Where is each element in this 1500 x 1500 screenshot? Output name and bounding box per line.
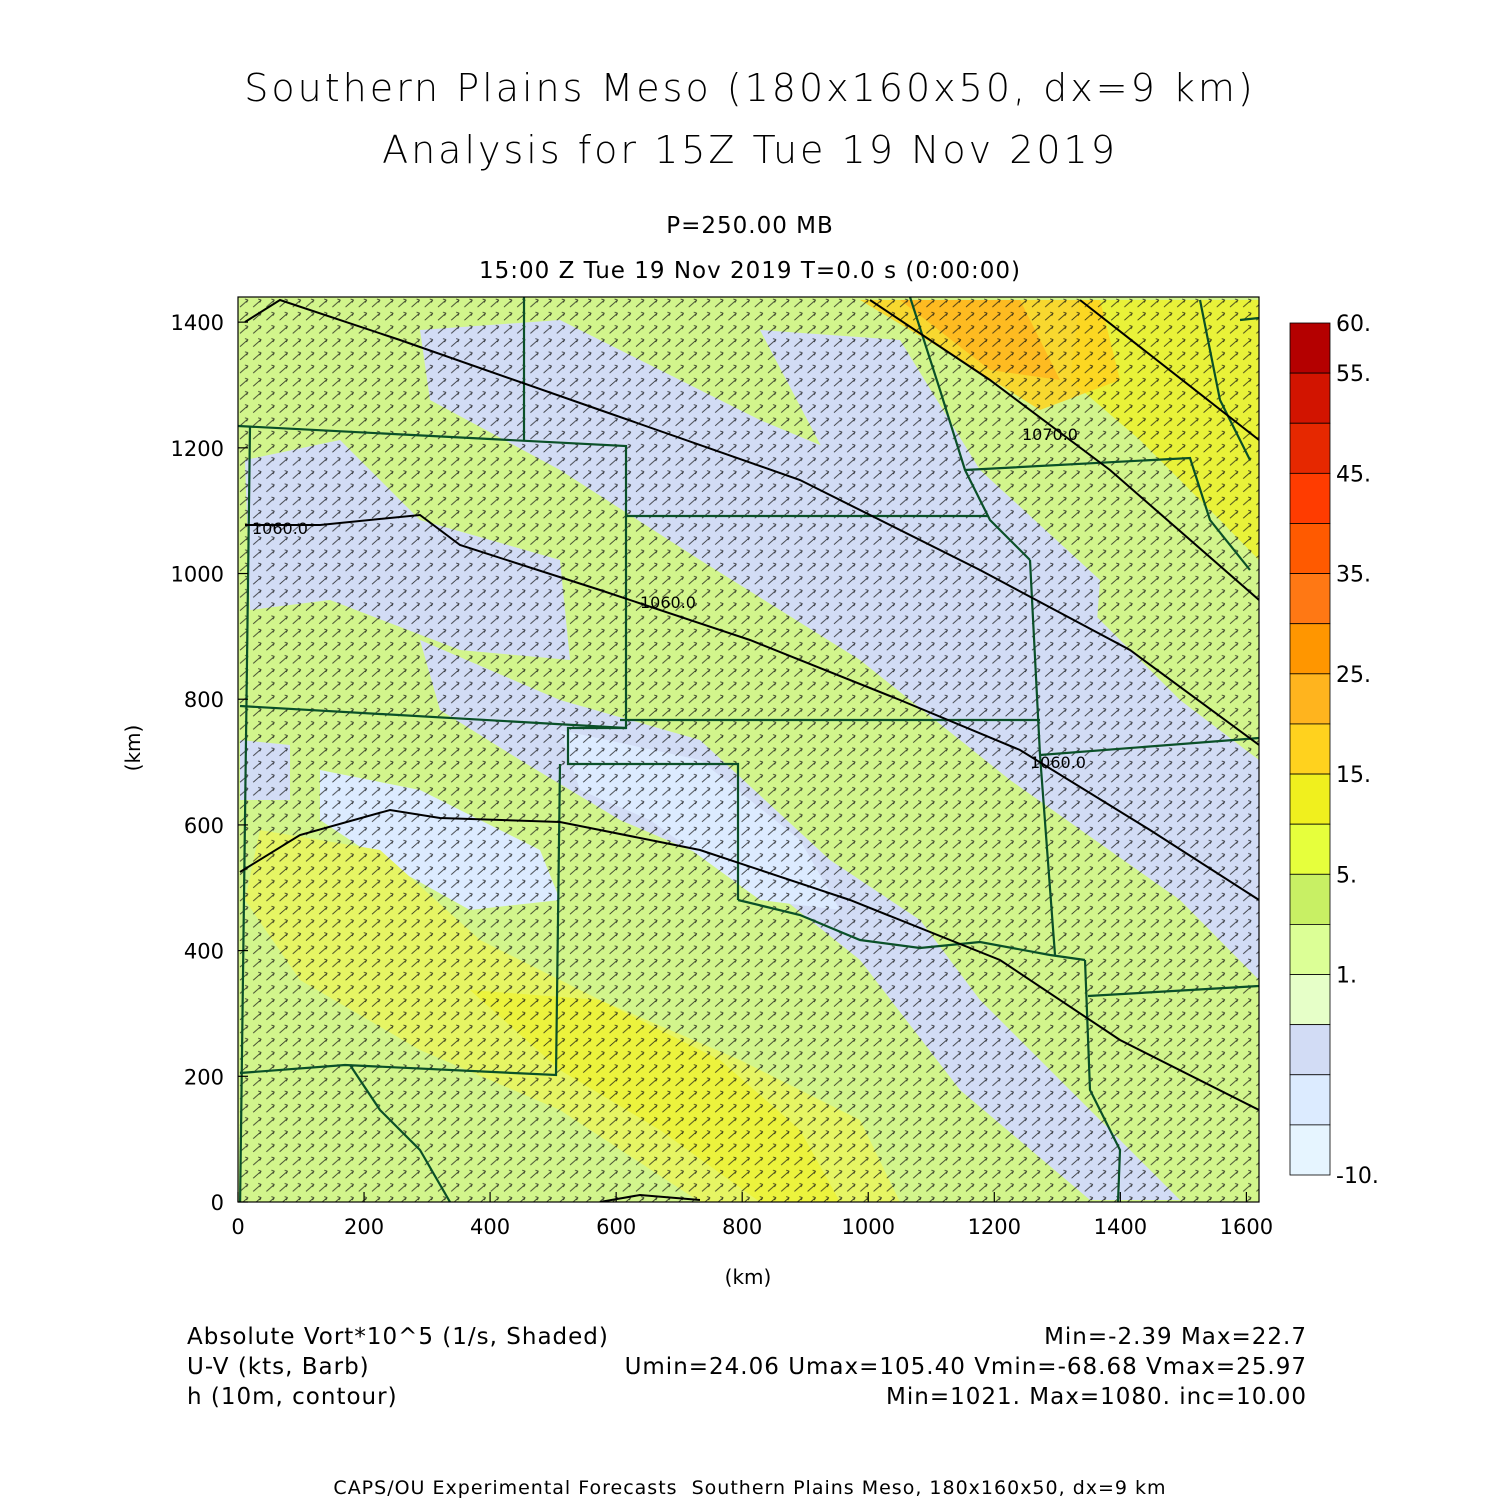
height-contours: [239, 298, 1259, 1202]
x-tick-label: 600: [596, 1215, 636, 1239]
y-tick-label: 800: [184, 688, 224, 712]
contour-labels: 1060.0 1060.0 1060.0 1070.0: [252, 425, 1086, 772]
colorbar-swatch: [1289, 873, 1331, 925]
contour-label: 1060.0: [640, 593, 696, 612]
y-tick-label: 600: [184, 814, 224, 838]
colorbar-label: 55.: [1336, 362, 1371, 387]
colorbar-swatch: [1289, 372, 1331, 424]
colorbar-swatch: [1289, 573, 1331, 625]
x-axis-label: (km): [725, 1265, 772, 1289]
colorbar: [1289, 322, 1331, 1176]
colorbar-swatch: [1289, 1074, 1331, 1126]
y-tick-label: 400: [184, 940, 224, 964]
y-tick-label: 200: [184, 1065, 224, 1089]
colorbar-swatch: [1289, 1124, 1331, 1176]
shaded-vorticity-field: 1060.0 1060.0 1060.0 1070.0: [238, 297, 1259, 1202]
footer-credit: CAPS/OU Experimental Forecasts Southern …: [333, 1477, 1167, 1499]
colorbar-swatch: [1289, 322, 1331, 374]
colorbar-swatch: [1289, 523, 1331, 574]
x-tick-label: 200: [344, 1215, 384, 1239]
legend-field1-stats: Min=-2.39 Max=22.7: [1044, 1324, 1307, 1350]
x-tick-label: 0: [231, 1215, 244, 1239]
x-tick-label: 1400: [1094, 1215, 1147, 1239]
valid-time-label: 15:00 Z Tue 19 Nov 2019 T=0.0 s (0:00:00…: [479, 258, 1021, 284]
colorbar-swatch: [1289, 823, 1331, 875]
colorbar-label: 35.: [1336, 563, 1371, 588]
colorbar-swatch: [1289, 1024, 1331, 1076]
map-plot: 1060.0 1060.0 1060.0 1070.0 0 200 400 600 80…: [121, 296, 1379, 1289]
colorbar-swatch: [1289, 422, 1331, 474]
x-tick-label: 1200: [968, 1215, 1021, 1239]
pressure-level-label: P=250.00 MB: [666, 213, 834, 239]
legend-field3-stats: Min=1021. Max=1080. inc=10.00: [886, 1384, 1307, 1410]
contour-label: 1070.0: [1022, 425, 1078, 444]
y-axis-label: (km): [121, 725, 145, 772]
contour-label: 1060.0: [1030, 753, 1086, 772]
colorbar-swatch: [1289, 773, 1331, 825]
colorbar-label: 60.: [1336, 312, 1371, 337]
colorbar-swatch: [1289, 623, 1331, 675]
legend-field2-stats: Umin=24.06 Umax=105.40 Vmin=-68.68 Vmax=…: [624, 1354, 1307, 1380]
colorbar-label: -10.: [1336, 1164, 1379, 1189]
contour-label: 1060.0: [252, 519, 308, 538]
colorbar-swatch: [1289, 472, 1331, 524]
legend-field2-name: U-V (kts, Barb): [187, 1354, 370, 1380]
x-tick-label: 1000: [842, 1215, 895, 1239]
state-boundaries: [238, 297, 1259, 1202]
colorbar-swatch: [1289, 974, 1331, 1026]
legend-field3-name: h (10m, contour): [187, 1384, 398, 1410]
colorbar-label: 1.: [1336, 964, 1357, 989]
x-tick-label: 400: [470, 1215, 510, 1239]
colorbar-swatch: [1289, 673, 1331, 725]
colorbar-label: 25.: [1336, 663, 1371, 688]
colorbar-label: 5.: [1336, 863, 1357, 888]
colorbar-swatch: [1289, 723, 1331, 775]
colorbar-label: 45.: [1336, 462, 1371, 487]
x-tick-label: 1600: [1220, 1215, 1273, 1239]
legend-field1-name: Absolute Vort*10^5 (1/s, Shaded): [187, 1324, 609, 1350]
y-tick-label: 1000: [171, 563, 224, 587]
colorbar-swatch: [1289, 924, 1331, 975]
y-tick-label: 1200: [171, 437, 224, 461]
x-tick-label: 800: [722, 1215, 762, 1239]
y-tick-label: 1400: [171, 311, 224, 335]
plot-frame: [237, 296, 1260, 1203]
colorbar-labels: 60. 55. 45. 35. 25. 15. 5. 1. -10.: [1336, 312, 1379, 1189]
y-tick-label: 0: [211, 1191, 224, 1215]
colorbar-label: 15.: [1336, 763, 1371, 788]
chart-title-line1: Southern Plains Meso (180x160x50, dx=9 k…: [244, 66, 1256, 110]
chart-title-line2: Analysis for 15Z Tue 19 Nov 2019: [382, 128, 1118, 172]
